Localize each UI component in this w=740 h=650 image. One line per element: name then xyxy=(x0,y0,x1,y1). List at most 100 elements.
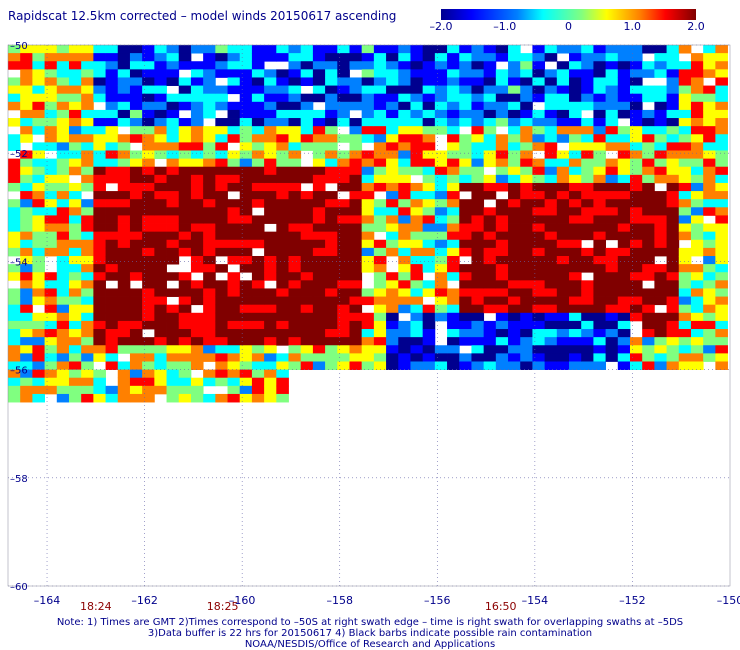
heatmap-cell xyxy=(81,385,94,395)
heatmap-cell xyxy=(703,288,716,297)
heatmap-cell xyxy=(654,158,667,168)
heatmap-cell xyxy=(471,61,485,70)
heatmap-cell xyxy=(203,320,216,330)
heatmap-cell xyxy=(8,353,21,362)
heatmap-cell xyxy=(154,304,167,314)
heatmap-cell xyxy=(690,85,704,95)
heatmap-cell xyxy=(666,247,680,257)
heatmap-cell xyxy=(300,77,314,86)
heatmap-cell xyxy=(581,296,594,306)
heatmap-cell xyxy=(447,182,460,192)
heatmap-cell xyxy=(203,126,216,135)
heatmap-cell xyxy=(251,304,265,314)
heatmap-cell xyxy=(605,134,619,143)
heatmap-cell xyxy=(386,345,399,354)
heatmap-cell xyxy=(117,320,131,330)
heatmap-cell xyxy=(642,45,655,54)
heatmap-cell xyxy=(422,312,436,322)
heatmap-cell xyxy=(56,231,70,241)
heatmap-cell xyxy=(556,264,570,273)
heatmap-cell xyxy=(666,134,680,143)
heatmap-cell xyxy=(81,312,94,322)
heatmap-cell xyxy=(312,280,326,289)
heatmap-cell xyxy=(81,264,94,273)
heatmap-cell xyxy=(398,166,411,176)
heatmap-cell xyxy=(629,215,643,224)
heatmap-cell xyxy=(203,337,216,346)
heatmap-cell xyxy=(349,134,363,143)
heatmap-cell xyxy=(93,312,106,322)
heatmap-cell xyxy=(569,191,582,200)
heatmap-cell xyxy=(581,191,594,200)
heatmap-cell xyxy=(361,329,375,338)
heatmap-cell xyxy=(264,134,277,143)
heatmap-cell xyxy=(593,85,607,95)
heatmap-cell xyxy=(569,353,582,362)
heatmap-cell xyxy=(593,109,607,119)
heatmap-cell xyxy=(569,296,582,306)
heatmap-cell xyxy=(654,69,667,78)
heatmap-cell xyxy=(190,109,204,119)
heatmap-cell xyxy=(483,239,497,249)
heatmap-cell xyxy=(459,166,472,176)
heatmap-cell xyxy=(337,45,350,54)
heatmap-cell xyxy=(373,215,387,224)
heatmap-cell xyxy=(666,77,680,86)
heatmap-cell xyxy=(325,320,338,330)
x-tick-label: –152 xyxy=(619,594,646,607)
heatmap-cell xyxy=(227,385,241,395)
heatmap-cell xyxy=(715,109,728,119)
heatmap-cell xyxy=(532,93,546,103)
heatmap-cell xyxy=(117,329,131,338)
heatmap-cell xyxy=(239,69,253,78)
heatmap-cell xyxy=(678,345,692,354)
heatmap-cell xyxy=(703,85,716,95)
heatmap-cell xyxy=(386,272,399,281)
heatmap-cell xyxy=(361,174,375,184)
heatmap-cell xyxy=(178,85,192,95)
heatmap-cell xyxy=(581,353,594,362)
heatmap-cell xyxy=(386,77,399,86)
heatmap-cell xyxy=(715,158,728,168)
heatmap-cell xyxy=(654,118,667,127)
heatmap-cell xyxy=(239,93,253,103)
heatmap-cell xyxy=(495,312,509,322)
heatmap-cell xyxy=(166,247,180,257)
heatmap-cell xyxy=(532,345,546,354)
heatmap-cell xyxy=(447,45,460,54)
heatmap-cell xyxy=(93,337,106,346)
heatmap-cell xyxy=(434,264,448,273)
heatmap-cell xyxy=(68,150,82,160)
heatmap-cell xyxy=(166,377,180,387)
heatmap-cell xyxy=(703,150,716,160)
heatmap-cell xyxy=(20,272,33,281)
heatmap-cell xyxy=(520,304,533,314)
heatmap-cell xyxy=(593,247,607,257)
heatmap-cell xyxy=(8,304,21,314)
heatmap-cell xyxy=(544,126,558,135)
x-tick-label: –162 xyxy=(131,594,158,607)
heatmap-cell xyxy=(276,109,289,119)
heatmap-cell xyxy=(264,126,277,135)
heatmap-cell xyxy=(81,69,94,78)
heatmap-cell xyxy=(410,109,424,119)
heatmap-cell xyxy=(410,118,424,127)
heatmap-cell xyxy=(666,272,680,281)
heatmap-cell xyxy=(471,191,485,200)
heatmap-cell xyxy=(178,134,192,143)
heatmap-cell xyxy=(495,53,509,62)
heatmap-cell xyxy=(447,174,460,184)
heatmap-cell xyxy=(81,247,94,257)
heatmap-cell xyxy=(556,296,570,306)
heatmap-cell xyxy=(81,329,94,338)
heatmap-cell xyxy=(483,174,497,184)
heatmap-cell xyxy=(276,150,289,160)
heatmap-cell xyxy=(105,174,119,184)
heatmap-cell xyxy=(508,264,521,273)
heatmap-cell xyxy=(434,77,448,86)
heatmap-cell xyxy=(68,255,82,265)
heatmap-cell xyxy=(154,247,167,257)
heatmap-cell xyxy=(666,174,680,184)
heatmap-cell xyxy=(81,45,94,54)
heatmap-cell xyxy=(300,280,314,289)
